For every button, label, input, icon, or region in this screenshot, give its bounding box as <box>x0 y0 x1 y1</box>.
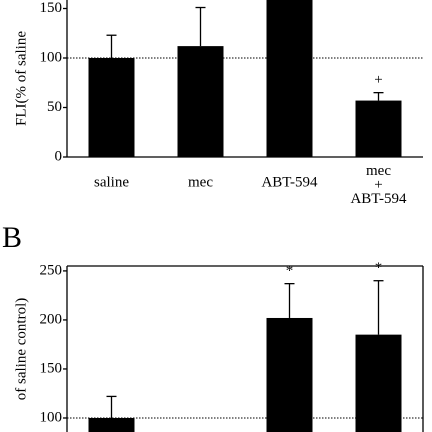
bar <box>266 317 313 432</box>
error-bar <box>373 280 384 335</box>
significance-marker: + <box>374 72 382 88</box>
y-axis-label: FLI(% of saline <box>13 31 29 126</box>
error-bar <box>284 283 295 318</box>
y-tick-label: 200 <box>40 311 63 327</box>
bar <box>177 46 224 158</box>
y-tick-label: 0 <box>55 148 63 164</box>
panel-label: B <box>2 221 22 254</box>
y-tick-label: 100 <box>40 409 63 425</box>
x-tick-label: mec <box>188 174 213 190</box>
x-tick-label: saline <box>94 174 129 190</box>
y-axis-label: of saline control) <box>13 298 29 400</box>
x-tick-label: ABT-594 <box>261 174 318 190</box>
error-bar <box>373 92 384 101</box>
x-tick-label: mec + ABT-594 <box>350 163 407 207</box>
y-tick-label: 150 <box>40 360 63 376</box>
y-tick-label: 50 <box>47 99 62 115</box>
error-bar <box>106 34 117 58</box>
y-tick-label: 250 <box>40 262 63 278</box>
y-tick-label: 150 <box>40 0 63 16</box>
bar <box>355 334 402 432</box>
error-bar <box>195 6 206 47</box>
bar <box>88 417 135 432</box>
bar <box>266 0 313 157</box>
error-bar <box>106 395 117 418</box>
significance-marker: * <box>286 263 294 279</box>
bar <box>88 58 135 157</box>
y-tick-label: 100 <box>40 49 63 65</box>
significance-marker: * <box>375 260 383 276</box>
bar <box>355 100 402 157</box>
